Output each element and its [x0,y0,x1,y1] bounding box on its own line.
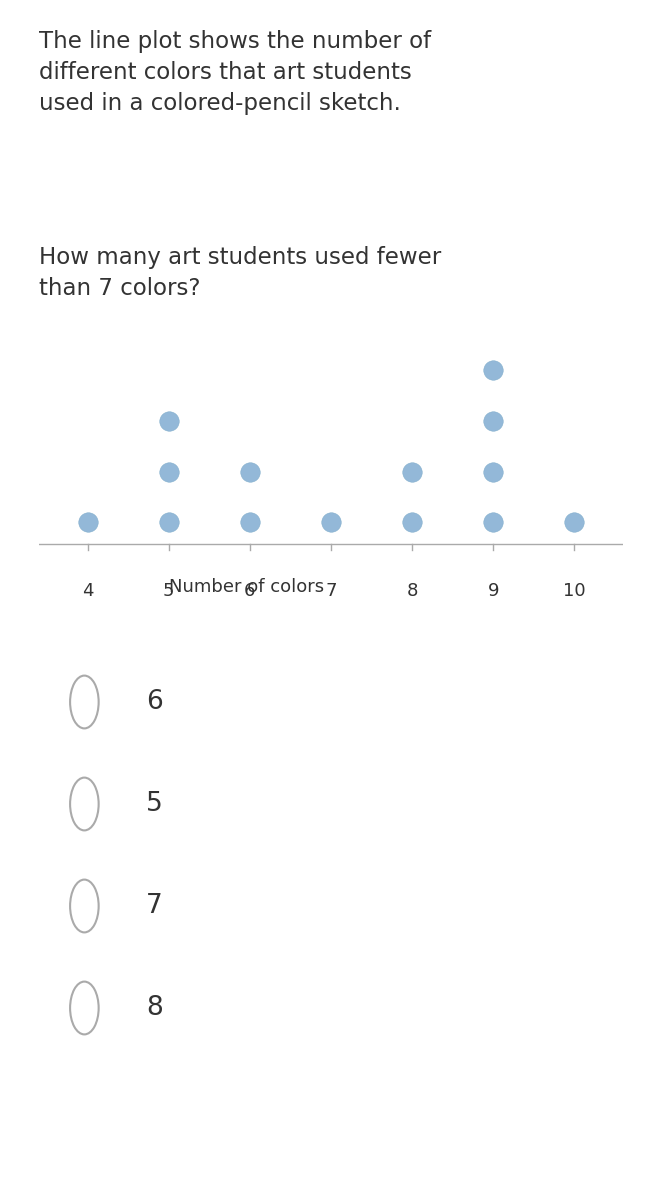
Point [164,412,174,431]
Text: 6: 6 [146,689,163,715]
Text: 8: 8 [146,995,163,1021]
Point [488,462,498,481]
Point [488,512,498,532]
Point [569,512,580,532]
Text: 5: 5 [146,791,163,817]
Point [407,512,417,532]
Point [82,512,93,532]
Point [488,360,498,379]
Point [164,512,174,532]
Text: How many art students used fewer
than 7 colors?: How many art students used fewer than 7 … [39,246,441,300]
Point [245,512,255,532]
Text: 7: 7 [146,893,163,919]
Point [488,412,498,431]
Point [326,512,336,532]
Point [407,462,417,481]
Text: The line plot shows the number of
different colors that art students
used in a c: The line plot shows the number of differ… [39,30,431,115]
Text: Number of colors: Number of colors [169,578,324,596]
Point [245,462,255,481]
Point [164,462,174,481]
